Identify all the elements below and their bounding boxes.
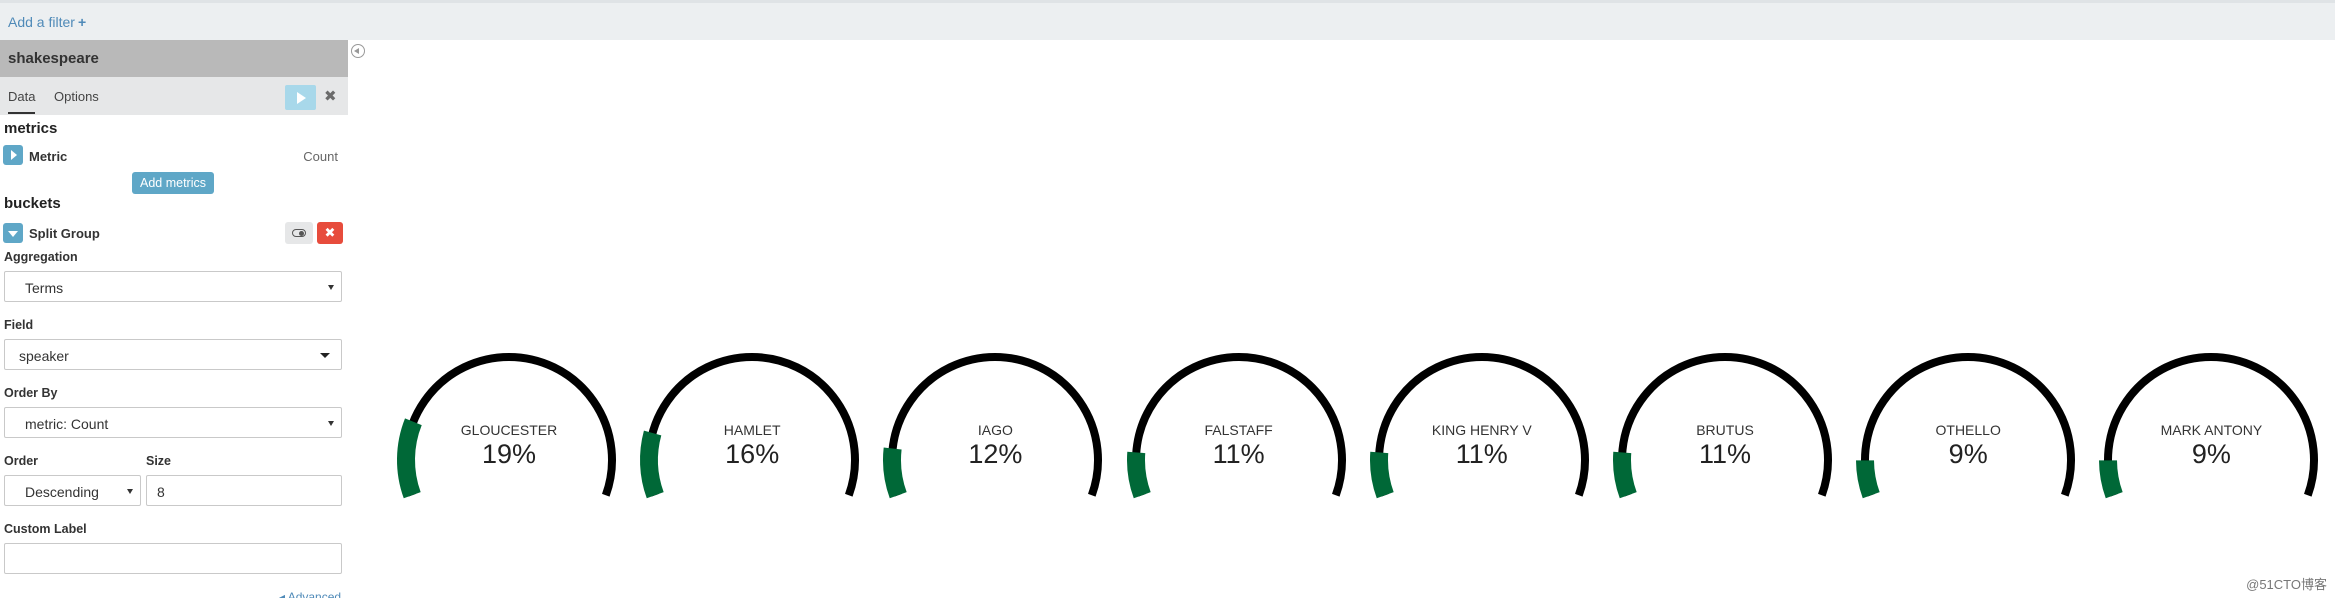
gauge-svg [1369,353,1589,499]
field-select[interactable]: speaker [4,339,342,370]
size-value: 8 [157,484,165,500]
discard-changes-button[interactable]: ✖ [324,88,337,105]
sidebar-tabs: Data Options ✖ [0,77,348,115]
metrics-section-title: metrics [4,120,58,137]
gauge: IAGO 12% [882,40,1125,598]
filter-bar: Add a filter + [0,0,2335,40]
collapse-sidebar-button[interactable] [351,44,365,58]
gauge-fill [1613,451,1637,499]
caret-right-icon [11,150,17,160]
buckets-section-title: buckets [4,195,61,212]
gauge: MARK ANTONY 9% [2098,40,2335,598]
field-value: speaker [19,348,69,364]
custom-label-input[interactable] [4,543,342,574]
gauge: KING HENRY V 11% [1369,40,1612,598]
chevron-down-icon [328,421,334,426]
gauge-value: 19% [481,439,537,469]
gauge-svg [1856,353,2076,499]
toggle-icon [292,229,306,237]
bucket-remove-button[interactable]: ✖ [317,222,343,244]
gauge-value: 12% [968,439,1023,469]
bucket-collapse-toggle[interactable] [3,223,23,243]
gauge-svg [1613,353,1832,499]
gauge-track [888,353,1103,497]
advanced-toggle-link[interactable]: ◂ Advanced [279,590,342,598]
aggregation-select[interactable]: Terms [4,271,342,302]
plus-icon: + [77,14,87,30]
gauge-fill [2099,460,2124,499]
play-icon [297,92,306,104]
order-by-label: Order By [4,386,58,400]
caret-down-icon [320,353,330,358]
size-input[interactable]: 8 [146,475,342,506]
order-label: Order [4,454,39,468]
gauge: BRUTUS 11% [1612,40,1855,598]
metric-expand-toggle[interactable] [3,145,23,165]
gauge-svg [1126,353,1346,499]
order-by-select[interactable]: metric: Count [4,407,342,438]
size-label: Size [146,454,172,468]
field-label: Field [4,318,34,332]
gauge-label: BRUTUS [1696,422,1754,438]
gauge-value: 9% [2191,439,2231,469]
gauge-value: 11% [1698,439,1752,469]
aggregation-label: Aggregation [4,250,78,264]
metric-agg-description: Count [303,149,338,164]
gauge-label: GLOUCESTER [460,422,558,438]
gauge-chart-area: GLOUCESTER 19% HAMLET 16% IAGO 12% FALSTAFF 11%… [370,40,2335,598]
order-by-value: metric: Count [25,416,109,432]
bucket-agg-name: Split Group [29,226,100,241]
gauge-label: FALSTAFF [1204,422,1273,438]
add-filter-link[interactable]: Add a filter + [8,14,87,30]
aggregation-value: Terms [25,280,64,296]
gauge-svg [2099,353,2319,499]
gauge-fill [1856,460,1880,499]
gauge-track [1131,353,1346,497]
gauge-value: 9% [1948,439,1988,469]
order-select[interactable]: Descending [4,475,141,506]
chevron-left-icon [354,48,359,54]
gauge-svg [640,353,860,499]
gauge-label: KING HENRY V [1431,422,1532,438]
bucket-enable-toggle[interactable] [285,222,313,244]
gauge-label: OTHELLO [1935,422,2001,438]
chevron-down-icon [127,489,133,494]
gauge-fill [1369,451,1394,499]
gauge-value: 11% [1212,439,1265,469]
gauge-value: 16% [725,439,780,469]
gauge-fill [883,447,908,499]
gauge-fill [397,418,422,499]
index-header: shakespeare [0,40,348,77]
gauge-fill [1126,451,1151,499]
gauge-fill [640,430,664,499]
apply-changes-button[interactable] [285,85,316,110]
chevron-down-icon [328,285,334,290]
gauge: FALSTAFF 11% [1126,40,1369,598]
caret-down-icon [8,231,18,237]
editor-sidebar: shakespeare Data Options ✖ metrics Metri… [0,40,348,598]
index-pattern-title: shakespeare [8,50,99,67]
watermark-text: @51CTO博客 [2246,577,2327,592]
custom-label-label: Custom Label [4,522,87,536]
gauge-track [1374,353,1589,497]
gauge-svg [397,353,616,499]
gauge: GLOUCESTER 19% [396,40,639,598]
gauge-track [1861,353,2076,497]
add-metrics-button[interactable]: Add metrics [132,172,214,194]
gauge-track [1618,353,1832,497]
tab-options[interactable]: Options [54,89,99,104]
toggle-knob [299,231,304,236]
order-value: Descending [25,484,99,500]
gauge-label: HAMLET [723,422,781,438]
tab-data[interactable]: Data [8,89,36,114]
gauge-svg [883,353,1103,499]
metric-agg-name: Metric [29,149,68,164]
gauge: HAMLET 16% [639,40,882,598]
gauge-value: 11% [1455,439,1508,469]
gauge: OTHELLO 9% [1855,40,2098,598]
gauge-track [2104,353,2319,497]
gauge-label: IAGO [977,422,1013,438]
gauge-label: MARK ANTONY [2160,422,2263,438]
